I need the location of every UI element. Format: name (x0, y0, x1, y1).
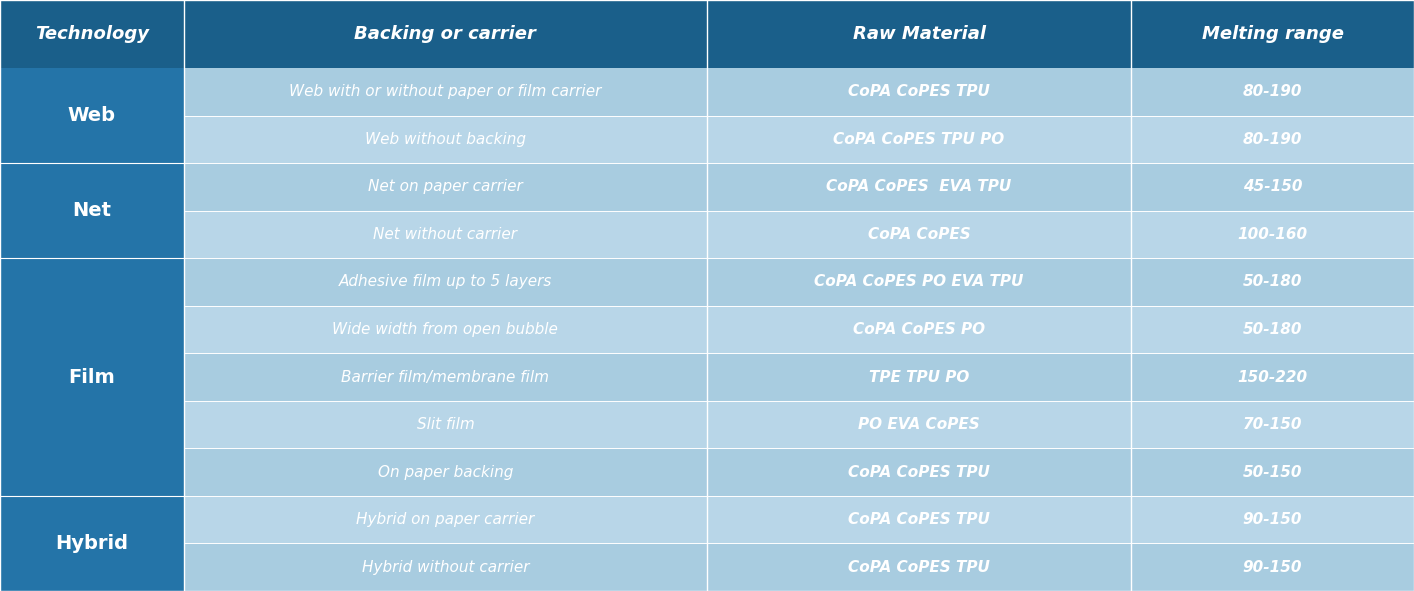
FancyBboxPatch shape (184, 115, 707, 163)
FancyBboxPatch shape (184, 210, 707, 258)
FancyBboxPatch shape (707, 496, 1131, 544)
FancyBboxPatch shape (1131, 210, 1414, 258)
Text: Wide width from open bubble: Wide width from open bubble (332, 322, 559, 337)
FancyBboxPatch shape (1131, 353, 1414, 401)
FancyBboxPatch shape (1131, 258, 1414, 306)
FancyBboxPatch shape (707, 401, 1131, 449)
Text: CoPA CoPES TPU: CoPA CoPES TPU (848, 560, 990, 574)
Text: TPE TPU PO: TPE TPU PO (870, 369, 969, 385)
FancyBboxPatch shape (0, 306, 184, 353)
FancyBboxPatch shape (0, 163, 184, 210)
Text: Film: Film (68, 368, 116, 387)
FancyBboxPatch shape (184, 449, 707, 496)
FancyBboxPatch shape (0, 0, 184, 68)
FancyBboxPatch shape (1131, 544, 1414, 591)
Text: Technology: Technology (35, 25, 148, 43)
FancyBboxPatch shape (1131, 496, 1414, 544)
FancyBboxPatch shape (707, 258, 1131, 306)
Text: CoPA CoPES TPU: CoPA CoPES TPU (848, 512, 990, 527)
FancyBboxPatch shape (707, 353, 1131, 401)
Text: CoPA CoPES  EVA TPU: CoPA CoPES EVA TPU (826, 179, 1012, 194)
Text: Net without carrier: Net without carrier (373, 227, 518, 242)
Text: Backing or carrier: Backing or carrier (355, 25, 536, 43)
FancyBboxPatch shape (0, 544, 184, 591)
Text: 45-150: 45-150 (1243, 179, 1302, 194)
FancyBboxPatch shape (0, 353, 184, 401)
FancyBboxPatch shape (707, 544, 1131, 591)
FancyBboxPatch shape (707, 0, 1131, 68)
Text: CoPA CoPES PO: CoPA CoPES PO (853, 322, 986, 337)
Text: On paper backing: On paper backing (378, 465, 513, 480)
FancyBboxPatch shape (707, 115, 1131, 163)
Text: CoPA CoPES TPU: CoPA CoPES TPU (848, 465, 990, 480)
FancyBboxPatch shape (707, 163, 1131, 210)
FancyBboxPatch shape (184, 306, 707, 353)
FancyBboxPatch shape (0, 401, 184, 449)
Text: 150-220: 150-220 (1237, 369, 1308, 385)
FancyBboxPatch shape (184, 258, 707, 306)
FancyBboxPatch shape (0, 68, 184, 115)
FancyBboxPatch shape (0, 210, 184, 258)
FancyBboxPatch shape (184, 353, 707, 401)
Text: CoPA CoPES TPU: CoPA CoPES TPU (848, 85, 990, 99)
Text: 70-150: 70-150 (1243, 417, 1302, 432)
Text: CoPA CoPES TPU PO: CoPA CoPES TPU PO (833, 132, 1005, 147)
FancyBboxPatch shape (707, 449, 1131, 496)
FancyBboxPatch shape (1131, 306, 1414, 353)
Text: PO EVA CoPES: PO EVA CoPES (858, 417, 980, 432)
Text: CoPA CoPES PO EVA TPU: CoPA CoPES PO EVA TPU (814, 274, 1024, 290)
FancyBboxPatch shape (707, 210, 1131, 258)
FancyBboxPatch shape (0, 496, 184, 544)
Text: 100-160: 100-160 (1237, 227, 1308, 242)
Text: Web: Web (68, 106, 116, 125)
Text: Melting range: Melting range (1202, 25, 1343, 43)
Text: Net on paper carrier: Net on paper carrier (368, 179, 523, 194)
FancyBboxPatch shape (707, 68, 1131, 115)
FancyBboxPatch shape (1131, 163, 1414, 210)
Text: 80-190: 80-190 (1243, 132, 1302, 147)
Text: Raw Material: Raw Material (853, 25, 986, 43)
Text: Slit film: Slit film (417, 417, 474, 432)
FancyBboxPatch shape (1131, 401, 1414, 449)
FancyBboxPatch shape (184, 0, 707, 68)
Text: 50-150: 50-150 (1243, 465, 1302, 480)
FancyBboxPatch shape (1131, 68, 1414, 115)
Text: Hybrid without carrier: Hybrid without carrier (362, 560, 529, 574)
Text: Hybrid: Hybrid (55, 534, 129, 553)
FancyBboxPatch shape (0, 449, 184, 496)
Text: 90-150: 90-150 (1243, 512, 1302, 527)
Text: 50-180: 50-180 (1243, 322, 1302, 337)
FancyBboxPatch shape (1131, 115, 1414, 163)
FancyBboxPatch shape (0, 115, 184, 163)
Text: 80-190: 80-190 (1243, 85, 1302, 99)
FancyBboxPatch shape (1131, 449, 1414, 496)
Text: Barrier film/membrane film: Barrier film/membrane film (341, 369, 550, 385)
Text: CoPA CoPES: CoPA CoPES (868, 227, 970, 242)
FancyBboxPatch shape (707, 306, 1131, 353)
FancyBboxPatch shape (184, 163, 707, 210)
FancyBboxPatch shape (184, 401, 707, 449)
Text: Web with or without paper or film carrier: Web with or without paper or film carrie… (290, 85, 601, 99)
Text: 50-180: 50-180 (1243, 274, 1302, 290)
FancyBboxPatch shape (184, 68, 707, 115)
Text: Hybrid on paper carrier: Hybrid on paper carrier (356, 512, 534, 527)
FancyBboxPatch shape (184, 496, 707, 544)
Text: Web without backing: Web without backing (365, 132, 526, 147)
FancyBboxPatch shape (0, 258, 184, 306)
Text: Adhesive film up to 5 layers: Adhesive film up to 5 layers (339, 274, 551, 290)
Text: Net: Net (72, 201, 112, 220)
FancyBboxPatch shape (1131, 0, 1414, 68)
Text: 90-150: 90-150 (1243, 560, 1302, 574)
FancyBboxPatch shape (184, 544, 707, 591)
